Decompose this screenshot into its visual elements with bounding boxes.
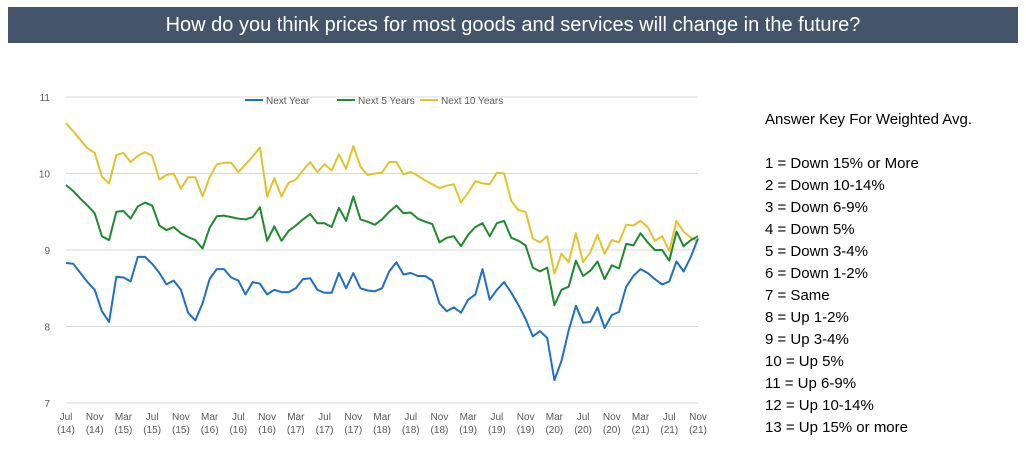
x-tick-label-year: (19) <box>488 425 506 436</box>
x-tick-label-year: (16) <box>258 425 276 436</box>
answer-key-item: 5 = Down 3-4% <box>765 243 868 260</box>
x-tick-label-year: (14) <box>86 425 104 436</box>
x-tick-label-month: Nov <box>431 412 449 423</box>
x-tick-label-year: (19) <box>459 425 477 436</box>
answer-key-item: 11 = Up 6-9% <box>765 375 857 392</box>
series-lines <box>65 122 699 382</box>
series-line-next-10-years <box>65 122 699 275</box>
x-tick-label-month: Mar <box>460 412 478 423</box>
answer-key-item: 12 = Up 10-14% <box>765 397 874 414</box>
answer-key-item: 4 = Down 5% <box>765 221 855 238</box>
answer-key-item: 1 = Down 15% or More <box>765 155 919 172</box>
x-tick-label-year: (21) <box>689 425 707 436</box>
x-tick-label-year: (14) <box>57 425 75 436</box>
legend-label: Next 5 Years <box>358 96 415 107</box>
x-tick-label-year: (21) <box>632 425 650 436</box>
answer-key-title: Answer Key For Weighted Avg. <box>765 111 973 128</box>
y-tick-label: 10 <box>39 170 51 181</box>
x-tick-label-month: Nov <box>258 412 276 423</box>
answer-key-item: 3 = Down 6-9% <box>765 199 868 216</box>
x-tick-label-month: Mar <box>546 412 564 423</box>
x-tick-label-year: (18) <box>402 425 420 436</box>
x-tick-label-month: Nov <box>344 412 362 423</box>
x-tick-label-year: (17) <box>344 425 362 436</box>
x-tick-label-month: Jul <box>404 412 417 423</box>
x-axis-ticks: Jul (14) Nov (14) Mar (15) Jul (15) Nov (15) Mar (1… <box>57 412 707 436</box>
x-tick-label-year: (20) <box>603 425 621 436</box>
y-axis-ticks: 7 8 9 10 11 <box>39 93 51 410</box>
x-tick-label-year: (15) <box>172 425 190 436</box>
legend-label: Next Year <box>266 96 310 107</box>
x-tick-label-year: (20) <box>574 425 592 436</box>
x-tick-label-year: (15) <box>115 425 133 436</box>
x-tick-label-month: Nov <box>172 412 190 423</box>
x-tick-label-month: Nov <box>689 412 707 423</box>
series-line-next-year <box>65 238 699 382</box>
x-tick-label-year: (20) <box>545 425 563 436</box>
x-tick-label-month: Mar <box>287 412 305 423</box>
answer-key-item: 9 = Up 3-4% <box>765 331 849 348</box>
x-tick-label-month: Jul <box>60 412 73 423</box>
x-tick-label-month: Nov <box>603 412 621 423</box>
x-tick-label-year: (16) <box>201 425 219 436</box>
answer-key-item: 10 = Up 5% <box>765 353 844 370</box>
y-tick-label: 8 <box>44 323 50 334</box>
x-tick-label-year: (16) <box>229 425 247 436</box>
page-title: How do you think prices for most goods a… <box>165 13 861 36</box>
y-tick-label: 9 <box>44 246 50 257</box>
y-tick-label: 11 <box>40 93 51 104</box>
y-tick-label: 7 <box>44 399 50 410</box>
answer-key-item: 7 = Same <box>765 287 830 304</box>
x-tick-label-month: Nov <box>86 412 104 423</box>
x-tick-label-month: Mar <box>201 412 219 423</box>
x-tick-label-year: (15) <box>143 425 161 436</box>
answer-key-item: 8 = Up 1-2% <box>765 309 849 326</box>
x-tick-label-month: Jul <box>146 412 159 423</box>
answer-key-item: 6 = Down 1-2% <box>765 265 868 282</box>
x-tick-label-year: (19) <box>517 425 535 436</box>
x-tick-label-year: (17) <box>287 425 305 436</box>
answer-key: Answer Key For Weighted Avg. 1 = Down 15… <box>765 109 1020 439</box>
chart-area: 7 8 9 10 11 Jul (14) Nov (14) Mar (15) Jul (15) Nov (… <box>0 44 740 457</box>
legend-label: Next 10 Years <box>441 96 503 107</box>
x-tick-label-month: Mar <box>373 412 391 423</box>
x-tick-label-year: (18) <box>431 425 449 436</box>
answer-key-item: 13 = Up 15% or more <box>765 419 908 436</box>
series-line-next-5-years <box>65 184 699 307</box>
x-tick-label-month: Nov <box>517 412 535 423</box>
line-chart: 7 8 9 10 11 Jul (14) Nov (14) Mar (15) Jul (15) Nov (… <box>39 93 707 436</box>
x-tick-label-month: Mar <box>632 412 650 423</box>
x-tick-label-year: (18) <box>373 425 391 436</box>
chart-legend: Next Year Next 5 Years Next 10 Years <box>245 96 503 107</box>
x-tick-label-year: (21) <box>660 425 678 436</box>
x-tick-label-month: Jul <box>577 412 590 423</box>
x-tick-label-month: Jul <box>663 412 676 423</box>
title-banner: How do you think prices for most goods a… <box>8 7 1018 43</box>
x-tick-label-month: Jul <box>232 412 245 423</box>
x-tick-label-month: Mar <box>115 412 133 423</box>
x-tick-label-month: Jul <box>491 412 504 423</box>
answer-key-list: 1 = Down 15% or More 2 = Down 10-14% 3 =… <box>765 153 1020 439</box>
x-tick-label-month: Jul <box>318 412 331 423</box>
x-tick-label-year: (17) <box>316 425 334 436</box>
answer-key-item: 2 = Down 10-14% <box>765 177 885 194</box>
